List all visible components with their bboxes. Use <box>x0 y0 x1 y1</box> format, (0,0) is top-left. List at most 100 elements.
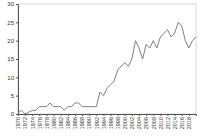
plot: 0 5 10 15 20 25 30 1970197219741976197819801982… <box>7 1 196 129</box>
y-tick-mark <box>16 96 18 97</box>
chart: 0 5 10 15 20 25 30 1970197219741976197819801982… <box>0 0 200 139</box>
x-tick-label: 2004 <box>136 117 142 129</box>
x-tick: 2012 <box>165 114 171 129</box>
x-tick-mark <box>175 114 176 116</box>
x-tick-mark <box>46 114 47 116</box>
y-tick-label: 5 <box>11 93 15 99</box>
x-tick-label: 1980 <box>51 117 57 129</box>
x-tick-label: 1996 <box>108 117 114 129</box>
x-tick-mark <box>54 114 55 116</box>
y-tick: 5 <box>11 93 18 99</box>
x-tick: 2008 <box>151 114 157 129</box>
x-tick-label: 2014 <box>172 117 178 129</box>
x-tick-label: 2002 <box>129 117 135 129</box>
x-tick-mark <box>146 114 147 116</box>
x-tick: 2016 <box>179 114 185 129</box>
y-tick: 20 <box>7 38 18 44</box>
x-tick-mark <box>82 114 83 116</box>
x-tick-mark <box>96 114 97 116</box>
x-tick: 2006 <box>143 114 149 129</box>
x-tick-mark <box>89 114 90 116</box>
y-tick-mark <box>16 77 18 78</box>
x-tick-label: 1976 <box>37 117 43 129</box>
series <box>18 22 196 114</box>
x-tick: 1990 <box>86 114 92 129</box>
x-tick: 1998 <box>115 114 121 129</box>
x-tick-mark <box>139 114 140 116</box>
x-tick-label: 2018 <box>186 117 192 129</box>
x-tick-mark <box>61 114 62 116</box>
y-tick-label: 10 <box>7 75 14 81</box>
x-tick: 1974 <box>30 114 36 129</box>
plot-frame <box>18 4 196 114</box>
x-tick: 1986 <box>72 114 78 129</box>
x-tick-label: 1994 <box>101 117 107 129</box>
y-tick: 15 <box>7 56 18 62</box>
y-tick-mark <box>16 4 18 5</box>
x-tick-label: 2012 <box>165 117 171 129</box>
x-axis-line <box>19 115 197 117</box>
x-tick: 2000 <box>122 114 128 129</box>
x-tick: 2018 <box>186 114 192 129</box>
y-axis-line <box>16 5 19 115</box>
x-tick-label: 1972 <box>22 117 28 129</box>
x-tick-label: 2006 <box>143 117 149 129</box>
x-tick-label: 1990 <box>86 117 92 129</box>
y-tick: 25 <box>7 20 18 26</box>
data-line <box>18 22 196 114</box>
x-tick-mark <box>132 114 133 116</box>
x-tick: 1970 <box>15 114 21 129</box>
y-tick: 30 <box>7 1 18 7</box>
x-tick: 2004 <box>136 114 142 129</box>
y-tick: 0 <box>11 111 18 117</box>
x-tick-mark <box>168 114 169 116</box>
x-tick-label: 1974 <box>30 117 36 129</box>
x-tick-label: 1988 <box>79 117 85 129</box>
x-tick-mark <box>153 114 154 116</box>
x-tick-label: 2010 <box>158 117 164 129</box>
x-tick-label: 2016 <box>179 117 185 129</box>
x-tick-mark <box>111 114 112 116</box>
x-tick: 1992 <box>94 114 100 129</box>
y-tick-mark <box>16 41 18 42</box>
x-tick-label: 1982 <box>58 117 64 129</box>
x-tick-label: 1978 <box>44 117 50 129</box>
y-tick-label: 25 <box>7 20 14 26</box>
x-tick: 1980 <box>51 114 57 129</box>
x-axis: 1970197219741976197819801982198419861988… <box>15 114 196 129</box>
y-tick-label: 15 <box>7 56 14 62</box>
x-tick-mark <box>39 114 40 116</box>
x-tick-mark <box>68 114 69 116</box>
x-tick-mark <box>103 114 104 116</box>
x-tick: 1988 <box>79 114 85 129</box>
x-tick-label: 1986 <box>72 117 78 129</box>
x-tick: 1976 <box>37 114 43 129</box>
x-tick-mark <box>118 114 119 116</box>
x-tick: 1996 <box>108 114 114 129</box>
y-axis: 0 5 10 15 20 25 30 <box>7 1 18 117</box>
y-tick-label: 30 <box>7 1 14 7</box>
x-tick-mark <box>125 114 126 116</box>
x-tick: 1978 <box>44 114 50 129</box>
x-tick-label: 1992 <box>94 117 100 129</box>
x-tick-label: 1984 <box>65 117 71 129</box>
x-tick: 2010 <box>158 114 164 129</box>
x-tick: 1982 <box>58 114 64 129</box>
y-tick-label: 0 <box>11 111 15 117</box>
x-tick: 1972 <box>22 114 28 129</box>
y-tick: 10 <box>7 75 18 81</box>
x-tick-label: 2008 <box>151 117 157 129</box>
x-tick-label: 2000 <box>122 117 128 129</box>
x-tick: 2002 <box>129 114 135 129</box>
y-tick-mark <box>16 114 18 115</box>
x-tick: 2014 <box>172 114 178 129</box>
x-tick-mark <box>25 114 26 116</box>
y-tick-mark <box>16 22 18 23</box>
x-tick-mark <box>160 114 161 116</box>
y-tick-label: 20 <box>7 38 14 44</box>
x-tick-mark <box>189 114 190 116</box>
y-tick-mark <box>16 59 18 60</box>
x-tick-mark <box>32 114 33 116</box>
x-tick-mark <box>182 114 183 116</box>
x-tick-label: 1970 <box>15 117 21 129</box>
